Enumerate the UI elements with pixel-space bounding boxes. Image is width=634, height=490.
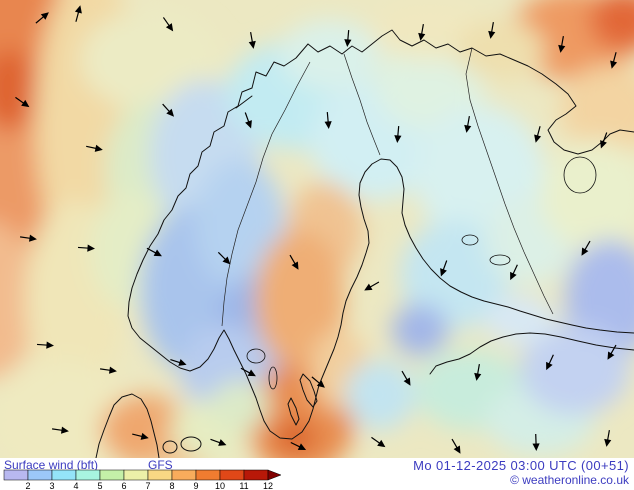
coastline-scandinavia (127, 43, 634, 440)
svg-text:12: 12 (263, 481, 273, 490)
map-area (0, 0, 634, 458)
svg-text:6: 6 (121, 481, 126, 490)
color-scale: 2 3 4 5 6 7 8 9 10 11 12 (3, 469, 282, 490)
island-lofoten (235, 95, 253, 109)
wind-arrows (15, 5, 618, 454)
lake-finland-2 (489, 254, 511, 266)
svg-text:3: 3 (49, 481, 54, 490)
lake-vanern (246, 348, 266, 364)
timestamp: Mo 01-12-2025 03:00 UTC (00+51) (413, 458, 629, 473)
svg-text:11: 11 (239, 481, 248, 490)
border-norway-sweden (221, 61, 311, 327)
coastline-arctic (307, 29, 634, 155)
wind-field-map (0, 0, 634, 458)
lake-finland-1 (461, 234, 479, 246)
svg-text:4: 4 (73, 481, 78, 490)
coastline-denmark (95, 393, 160, 458)
lake-white-sea-arm (563, 156, 597, 194)
model-label: GFS (148, 458, 173, 472)
svg-text:5: 5 (97, 481, 102, 490)
svg-text:7: 7 (145, 481, 150, 490)
coastline-baltic-south (429, 332, 634, 375)
island-zealand (180, 436, 202, 452)
island-oland (287, 397, 300, 426)
svg-text:8: 8 (169, 481, 174, 490)
wind-speed-field (0, 0, 634, 458)
border-sweden-finland (343, 53, 381, 156)
island-gotland (299, 373, 318, 408)
lake-vattern (268, 366, 278, 390)
svg-text:10: 10 (215, 481, 225, 490)
legend-bar: Surface wind (bft) GFS Mo 01-12-2025 03:… (0, 458, 634, 490)
svg-text:2: 2 (25, 481, 30, 490)
copyright: © weatheronline.co.uk (510, 473, 629, 487)
border-finland-russia (465, 47, 554, 315)
parameter-label: Surface wind (bft) (4, 458, 99, 472)
svg-text:9: 9 (193, 481, 198, 490)
island-funen (162, 440, 178, 454)
